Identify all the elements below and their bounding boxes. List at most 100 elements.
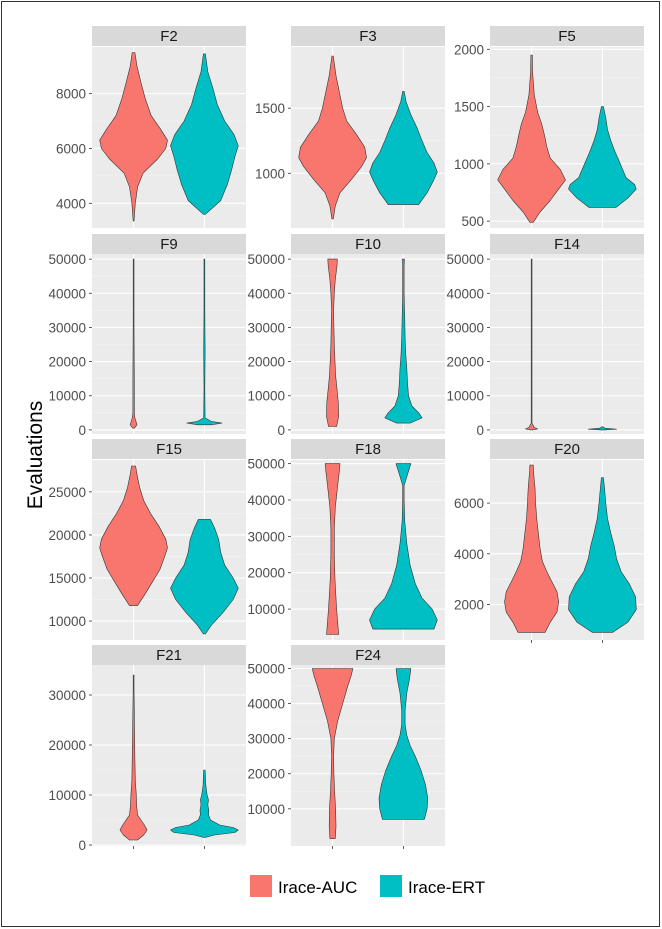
y-tick-label: 50000 [446,252,484,267]
y-tick-label: 0 [277,423,285,438]
y-tick-label: 10000 [247,802,285,817]
y-tick-label: 40000 [48,286,86,301]
y-tick-label: 50000 [247,662,285,677]
y-tick-label: 40000 [247,697,285,712]
y-tick-label: 30000 [446,320,484,335]
facet-strip [490,26,644,46]
legend-key [250,875,272,897]
facet-strip [490,439,644,459]
legend-item: Irace-AUC [250,875,357,897]
y-tick-label: 20000 [48,355,86,370]
y-tick-label: 4000 [56,196,86,211]
legend-label: Irace-ERT [408,878,485,897]
panel-background [490,254,644,434]
facet-strip [291,439,445,459]
y-tick-label: 10000 [446,389,484,404]
panel-f2: F2 4000 6000 8000 [56,26,246,228]
violin-irace-ert [369,91,438,205]
y-tick-label: 8000 [56,87,86,102]
y-tick-label: 30000 [247,732,285,747]
y-tick-label: 0 [476,423,484,438]
facet-title: F9 [160,236,178,253]
y-tick-label: 20000 [247,566,285,581]
facet-title: F21 [156,647,182,664]
violin-irace-ert [369,463,438,630]
violin-irace-auc [525,258,538,431]
y-tick-label: 30000 [247,320,285,335]
y-tick-label: 50000 [247,457,285,472]
violin-irace-ert [568,477,637,633]
y-tick-label: 20000 [247,767,285,782]
y-tick-label: 50000 [48,252,86,267]
y-axis-label: Evaluations [24,401,47,510]
y-tick-label: 40000 [247,493,285,508]
legend-item: Irace-ERT [380,875,485,897]
facet-title: F14 [554,236,580,253]
y-tick-label: 1500 [454,100,484,115]
y-tick-label: 20000 [48,738,86,753]
y-tick-label: 1000 [255,166,285,181]
y-tick-label: 10000 [247,602,285,617]
violin-irace-auc [326,258,339,427]
legend-key [380,875,402,897]
facet-title: F3 [359,28,377,45]
facet-strip [291,645,445,665]
panel-background [291,254,445,434]
facet-title: F2 [160,28,178,45]
facet-title: F18 [355,441,381,458]
panel-f24: F24 10000 20000 30000 40000 50000 [247,645,445,849]
facet-title: F20 [554,441,580,458]
violin-irace-auc [504,464,559,633]
facet-title: F24 [355,647,381,664]
violin-irace-ert [568,106,637,208]
panel-f3: F3 1000 1500 [255,26,445,228]
facet-strip [92,234,246,254]
panel-background [92,254,246,434]
violin-irace-auc [298,55,367,220]
y-tick-label: 30000 [48,320,86,335]
violin-irace-ert [384,258,423,424]
facet-panels: F2400060008000F310001500F550010001500200… [48,26,644,853]
y-tick-label: 6000 [454,496,484,511]
violin-irace-ert [170,769,239,838]
facet-strip [291,234,445,254]
panel-f18: F18 10000 20000 30000 40000 50000 [247,439,445,640]
y-tick-label: 4000 [454,547,484,562]
y-tick-label: 10000 [48,614,86,629]
y-tick-label: 20000 [247,355,285,370]
facet-title: F10 [355,236,381,253]
facet-title: F15 [156,441,182,458]
facet-strip [92,645,246,665]
violin-irace-auc [312,668,354,839]
violin-irace-ert [378,668,429,820]
facet-title: F5 [558,28,576,45]
panel-f9: F9 0 10000 20000 30000 40000 50000 [48,234,246,438]
y-tick-label: 20000 [48,528,86,543]
legend: Irace-AUC Irace-ERT [250,875,485,897]
panel-f21: F21 0 10000 20000 30000 [48,645,246,853]
panel-f20: F20 2000 4000 6000 [454,439,644,643]
violin-irace-auc [497,54,566,223]
violin-irace-ert [587,426,617,431]
facet-strip [92,26,246,46]
y-tick-label: 20000 [446,355,484,370]
y-tick-label: 0 [78,838,86,853]
y-tick-label: 15000 [48,571,86,586]
panel-f5: F5 500 1000 1500 2000 [454,26,644,229]
violin-irace-auc [129,258,138,429]
y-tick-label: 30000 [247,529,285,544]
violin-irace-auc [324,463,341,635]
y-tick-label: 500 [461,214,484,229]
y-tick-label: 40000 [247,286,285,301]
y-tick-label: 0 [78,423,86,438]
violin-irace-ert [170,519,239,635]
y-tick-label: 40000 [446,286,484,301]
y-tick-label: 1500 [255,101,285,116]
facet-strip [291,26,445,46]
y-tick-label: 2000 [454,42,484,57]
panel-f10: F10 0 10000 20000 30000 40000 50000 [247,234,445,438]
facet-strip [92,439,246,459]
panel-background [92,665,246,846]
